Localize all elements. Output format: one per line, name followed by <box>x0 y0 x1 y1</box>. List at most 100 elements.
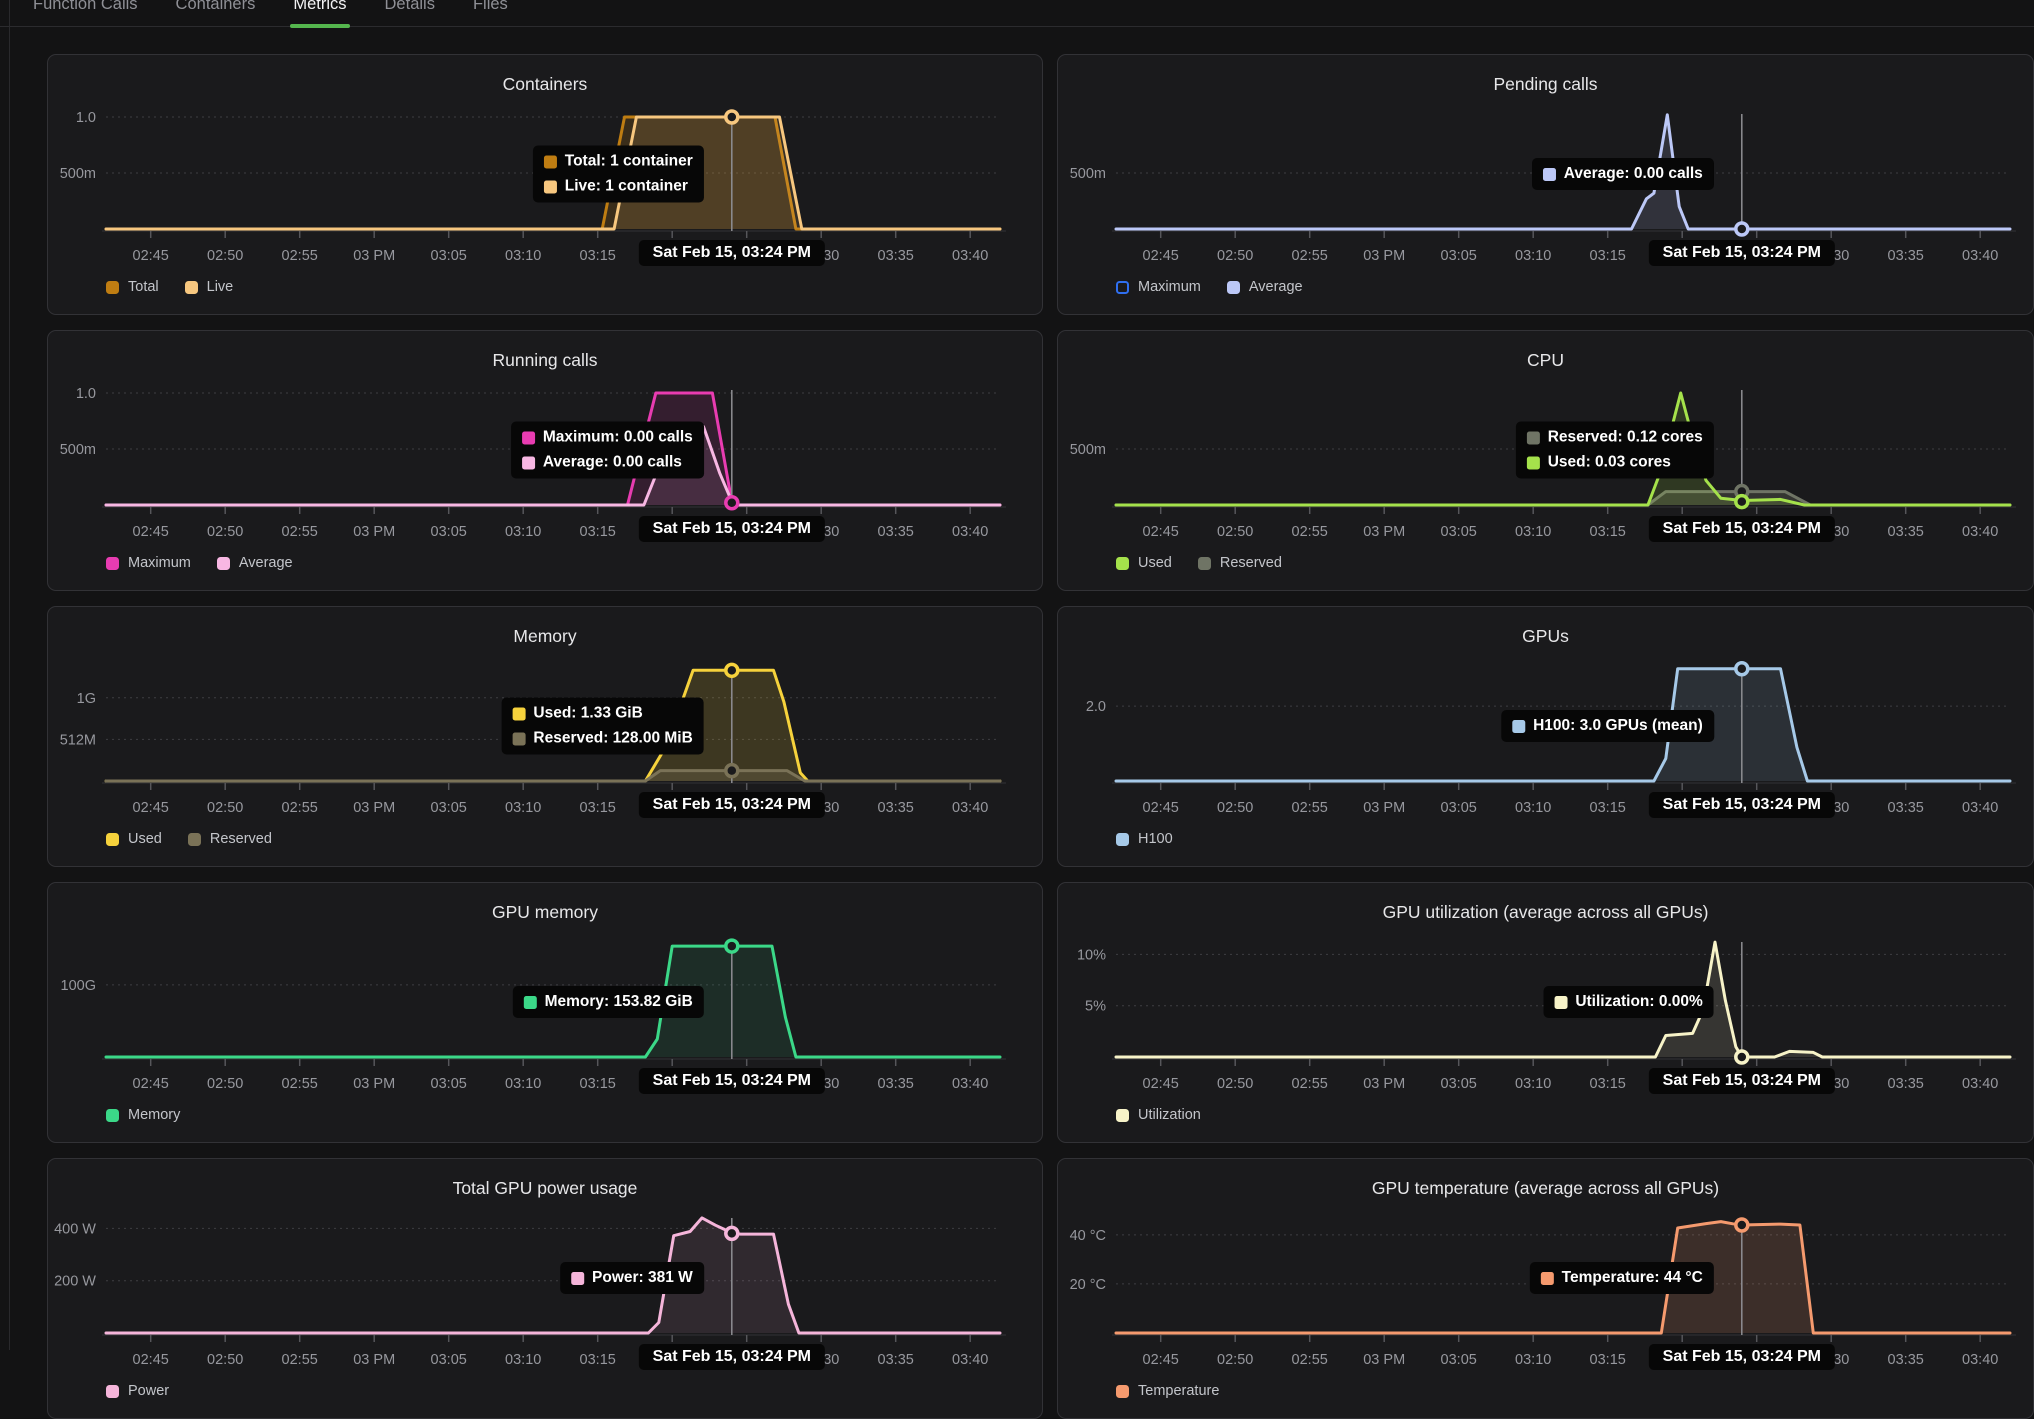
y-tick-label: 10% <box>1077 947 1106 963</box>
tab-function-calls[interactable]: Function Calls <box>33 0 138 26</box>
x-tick-label: 03:15 <box>580 1352 616 1368</box>
legend-item-average[interactable]: Average <box>1226 279 1303 295</box>
legend-item-power[interactable]: Power <box>106 1383 169 1399</box>
tooltip-row: Temperature: 44 °C <box>1540 1269 1703 1287</box>
x-tick-label: 03 PM <box>1363 1076 1405 1092</box>
legend-item-temperature[interactable]: Temperature <box>1116 1383 1219 1399</box>
series-line-reserved <box>1114 490 2012 507</box>
x-tick-label: 03 PM <box>353 800 395 816</box>
x-tick-label: 02:45 <box>133 1352 169 1368</box>
tooltip-text: Reserved: 128.00 MiB <box>533 729 693 747</box>
legend-swatch-icon <box>184 280 198 294</box>
crosshair-date-tooltip: Sat Feb 15, 03:24 PM <box>1648 1068 1835 1094</box>
legend-item-average[interactable]: Average <box>216 555 293 571</box>
legend-swatch-icon <box>187 832 201 846</box>
chart-card-gpus: GPUs 2.0 02:45 02:50 02:55 03 PM 03:05 03:10 03:… <box>1057 606 2034 867</box>
legend-label: Average <box>1248 279 1303 295</box>
legend-label: Temperature <box>1138 1383 1220 1399</box>
y-tick-label: 1.0 <box>76 386 96 402</box>
chart-title: Pending calls <box>1493 74 1598 94</box>
series-line-used <box>104 668 1002 783</box>
y-tick-label: 2.0 <box>1086 699 1106 715</box>
x-tick-label: 02:45 <box>133 800 169 816</box>
legend-item-maximum[interactable]: Maximum <box>106 555 191 571</box>
tooltip-swatch-icon <box>543 180 557 193</box>
y-tick-label: 1.0 <box>76 110 96 126</box>
chart-card-running-calls: Running calls 1.0 500m 02:45 02:50 02:55 03 PM… <box>47 330 1043 591</box>
chart-title: Containers <box>502 74 588 94</box>
series-marker <box>1734 660 1750 677</box>
chart-card-cpu: CPU 500m 02:45 02:50 02:55 03 PM 03:05 03:10 03:… <box>1057 330 2034 591</box>
tooltip-row: H100: 3.0 GPUs (mean) <box>1512 717 1703 735</box>
active-tab-underline <box>290 24 350 28</box>
chart-legend: Memory <box>106 1107 180 1123</box>
legend-item-reserved[interactable]: Reserved <box>1197 555 1282 571</box>
x-tick-label: 03:10 <box>505 800 541 816</box>
tooltip-row: Total: 1 container <box>543 152 693 171</box>
legend-item-total[interactable]: Total <box>106 279 159 295</box>
x-tick-label: 03:40 <box>1962 800 1998 816</box>
chart-title: GPUs <box>1522 626 1569 646</box>
x-tick-label: 03 PM <box>1363 248 1405 264</box>
tooltip-swatch-icon <box>523 995 537 1009</box>
legend-swatch-icon <box>106 556 119 570</box>
tab-metrics[interactable]: Metrics <box>290 0 350 28</box>
plot-area[interactable]: 1.0 500m 02:45 02:50 02:55 03 PM 03:05 03:10 03:… <box>48 55 1043 315</box>
value-tooltip: Reserved: 0.12 cores Used: 0.03 cores <box>1515 421 1714 479</box>
series-marker <box>724 938 740 954</box>
x-tick-label: 03:05 <box>431 1352 467 1368</box>
tab-label: Files <box>472 0 508 13</box>
tooltip-text: Memory: 153.82 GiB <box>544 993 693 1010</box>
chart-legend: Used Reserved <box>106 831 272 847</box>
x-tick-label: 03 PM <box>353 1076 395 1092</box>
x-tick-label: 03:10 <box>1515 248 1551 264</box>
legend-item-live[interactable]: Live <box>184 279 233 295</box>
legend-swatch-icon <box>1116 556 1129 570</box>
tab-label: Containers <box>175 0 256 13</box>
tooltip-text: Total: 1 container <box>564 152 693 170</box>
series-area-h100 <box>1116 668 2010 781</box>
x-tick-label: 03:15 <box>1590 248 1626 264</box>
crosshair-date-tooltip: Sat Feb 15, 03:24 PM <box>638 792 825 818</box>
x-tick-label: 03:10 <box>1515 800 1551 816</box>
tab-containers[interactable]: Containers <box>176 0 256 26</box>
tooltip-text: Maximum: 0.00 calls <box>542 428 693 446</box>
x-tick-label: 03:35 <box>878 1076 914 1092</box>
x-tick-label: 03:40 <box>1962 524 1998 540</box>
plot-area[interactable]: 500m 02:45 02:50 02:55 03 PM 03:05 03:10 03:15 0… <box>1058 331 2034 591</box>
x-tick-label: 03:10 <box>1515 1076 1551 1092</box>
chart-legend: Total Live <box>106 279 233 295</box>
crosshair-date-tooltip: Sat Feb 15, 03:24 PM <box>1648 240 1835 266</box>
plot-area[interactable]: 400 W 200 W 02:45 02:50 02:55 03 PM 03:05 03:10… <box>48 1159 1043 1419</box>
legend-item-reserved[interactable]: Reserved <box>187 831 272 847</box>
tab-bar-tabs: Function Calls Containers Metrics Details Fi… <box>0 0 2034 28</box>
legend-item-used[interactable]: Used <box>106 831 162 847</box>
x-tick-label: 03:35 <box>878 524 914 540</box>
legend-item-maximum[interactable]: Maximum <box>1116 279 1201 295</box>
legend-item-used[interactable]: Used <box>1116 555 1172 571</box>
x-tick-label: 02:45 <box>133 1076 169 1092</box>
x-tick-label: 03:15 <box>1590 1076 1626 1092</box>
y-tick-label: 20 °C <box>1070 1277 1106 1293</box>
legend-item-memory[interactable]: Memory <box>106 1107 180 1123</box>
chart-card-total-gpu-power-usage: Total GPU power usage 400 W 200 W 02:45 02:5… <box>47 1158 1043 1419</box>
plot-area[interactable]: 100G 02:45 02:50 02:55 03 PM 03:05 03:10 03:15 0… <box>48 883 1043 1143</box>
chart-title: GPU memory <box>492 902 598 922</box>
x-tick-label: 03:05 <box>431 248 467 264</box>
value-tooltip: Utilization: 0.00% <box>1543 986 1714 1018</box>
tooltip-swatch-icon <box>1512 719 1526 733</box>
legend-item-utilization[interactable]: Utilization <box>1116 1107 1201 1123</box>
tab-details[interactable]: Details <box>385 0 435 26</box>
tab-bar: Function Calls Containers Metrics Details Fi… <box>0 0 2034 28</box>
x-tick-label: 02:50 <box>207 800 243 816</box>
x-tick-label: 03:35 <box>878 800 914 816</box>
x-tick-label: 03:15 <box>580 248 616 264</box>
legend-label: Reserved <box>1219 555 1282 571</box>
tab-files[interactable]: Files <box>473 0 508 26</box>
x-tick-label: 03:35 <box>1888 1352 1924 1368</box>
chart-legend: Temperature <box>1116 1383 1219 1399</box>
chart-title: GPU temperature (average across all GPUs… <box>1371 1178 1720 1198</box>
tooltip-row: Used: 0.03 cores <box>1526 454 1703 472</box>
legend-item-h100[interactable]: H100 <box>1116 831 1173 847</box>
plot-area[interactable]: 1G 512M 02:45 02:50 02:55 03 PM 03:05 03:10 03:1… <box>48 607 1043 867</box>
